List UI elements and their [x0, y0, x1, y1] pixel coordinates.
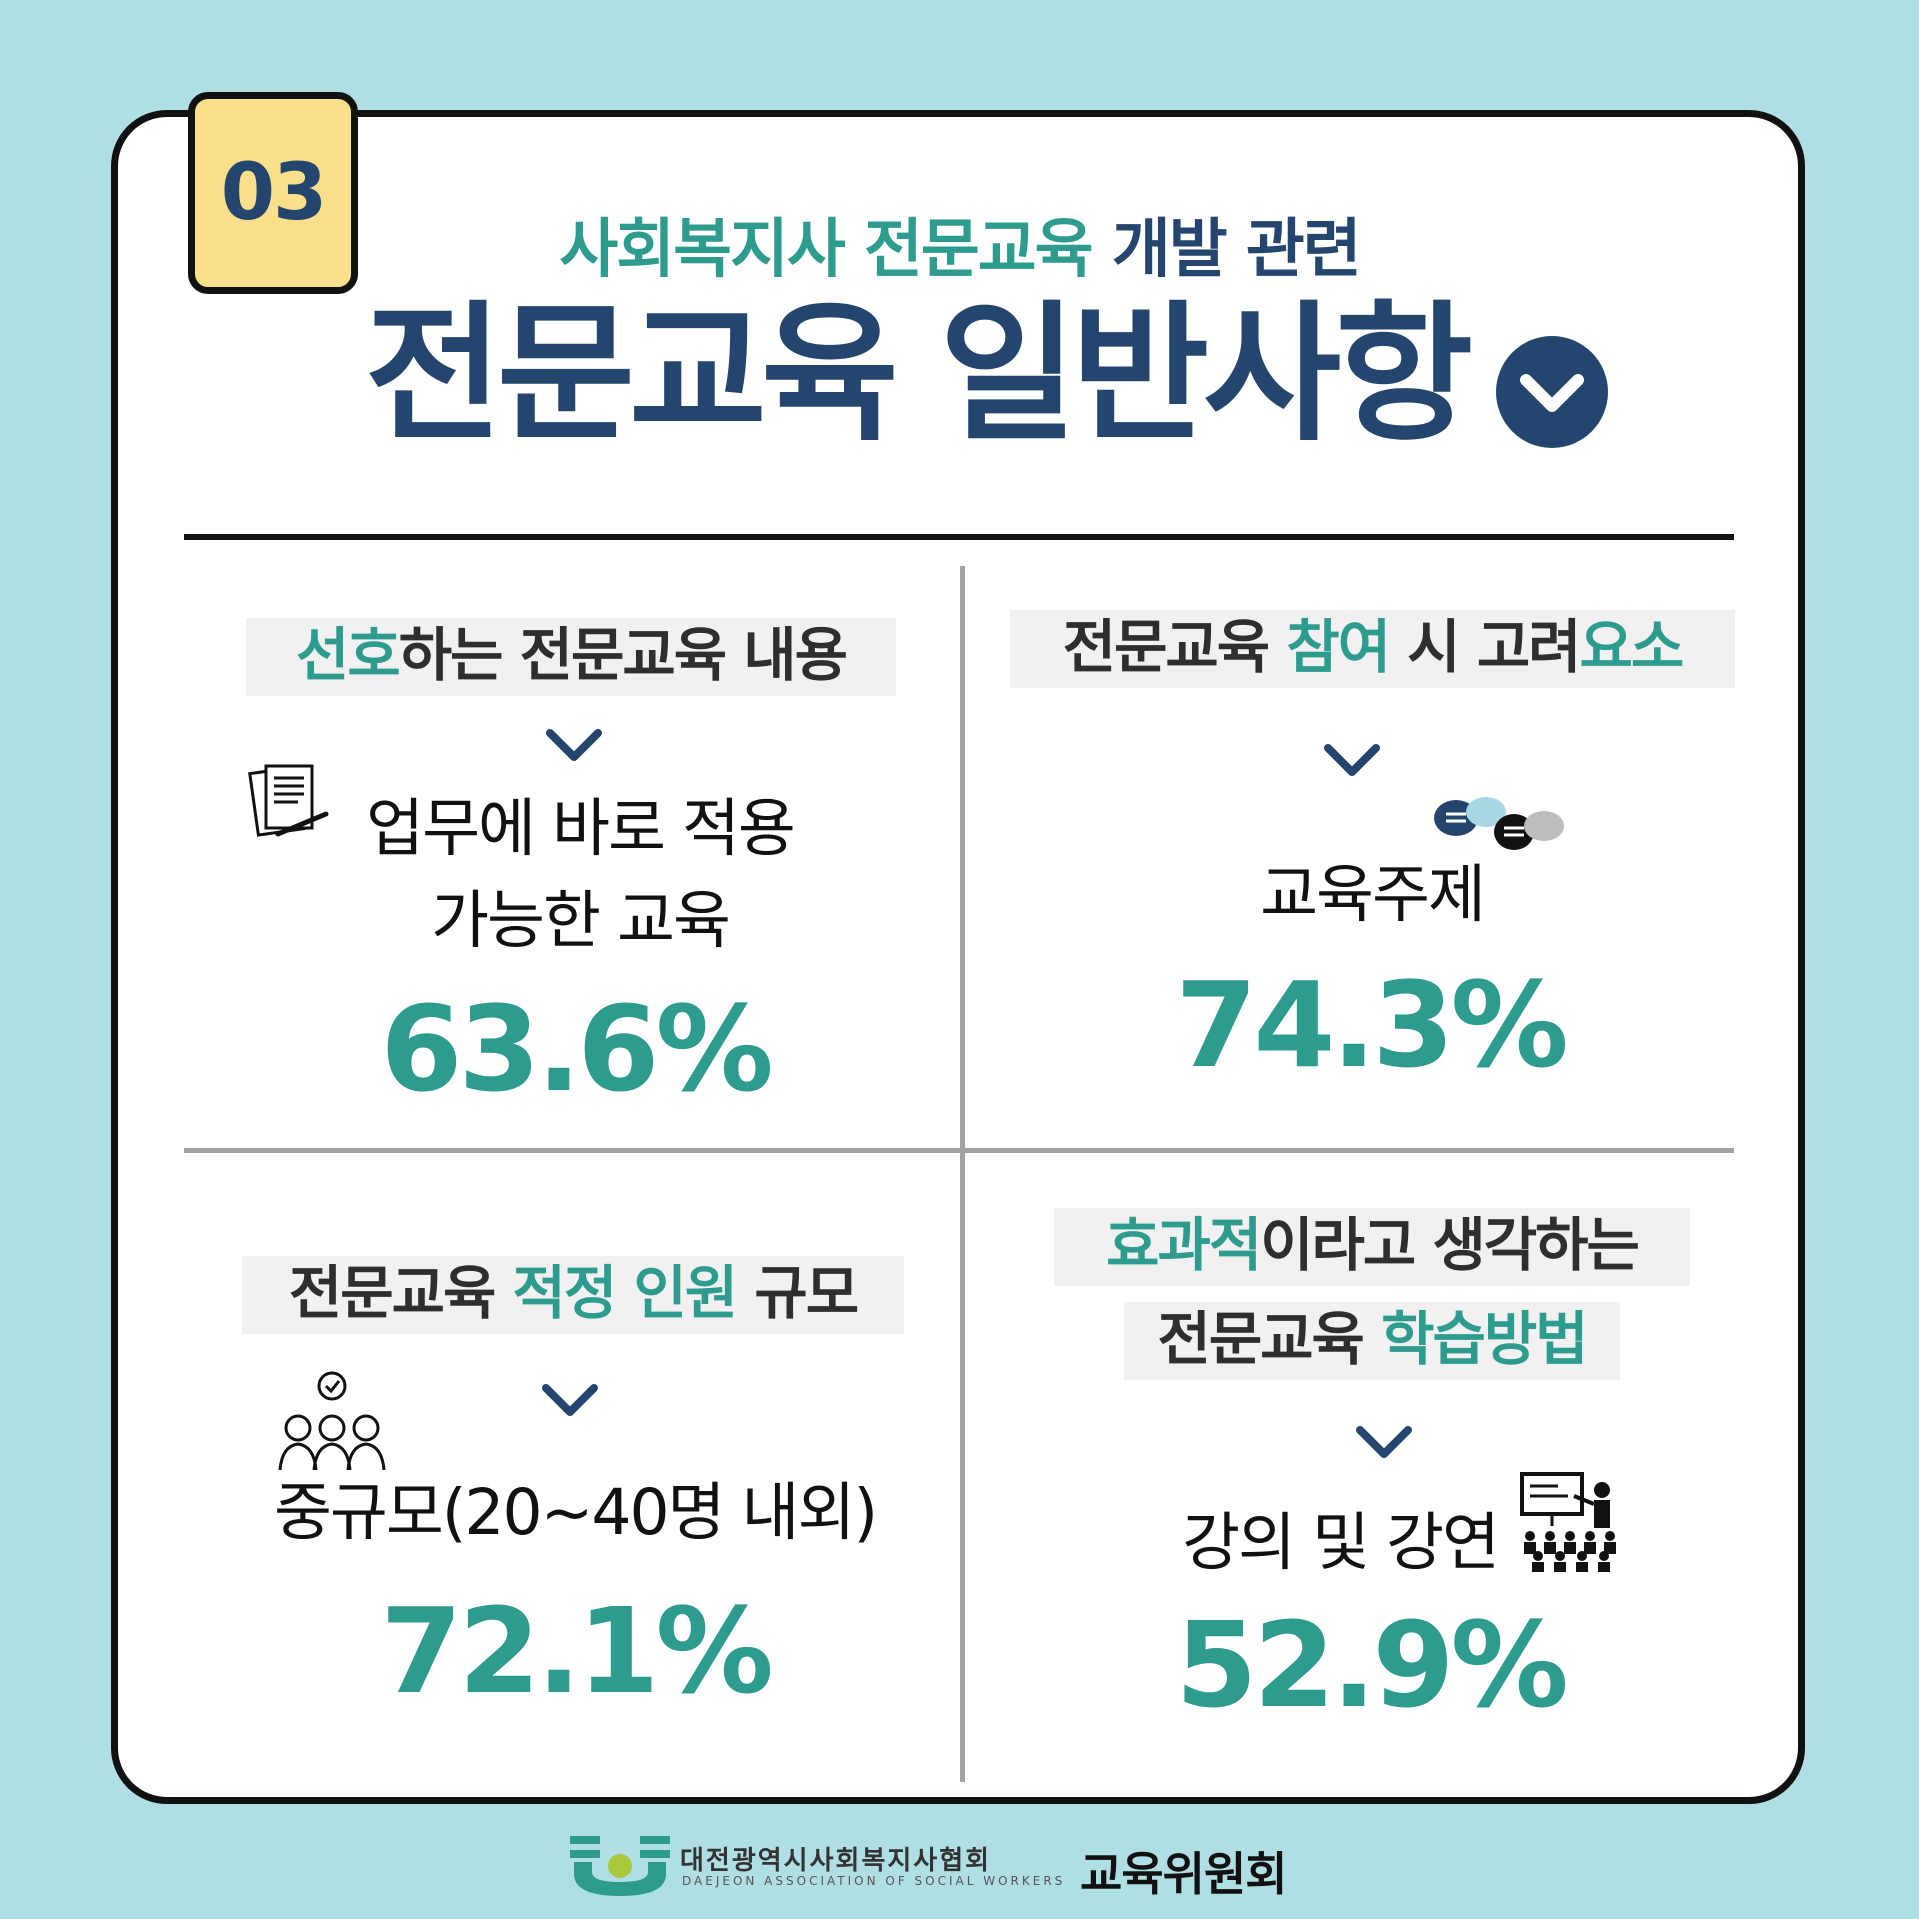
- chevron-down-icon: [1324, 744, 1380, 776]
- q4-heading-highlight1: 효과적: [1106, 1211, 1262, 1279]
- lecture-presentation-icon: [1520, 1472, 1616, 1572]
- q2-heading: 전문교육 참여 시 고려요소: [1010, 610, 1735, 688]
- q3-item-line1: 중규모(20~40명 내외): [273, 1476, 878, 1549]
- q1-item-line2: 가능한 교육: [431, 884, 731, 957]
- q1-item-line1: 업무에 바로 적용: [366, 792, 796, 865]
- subtitle: 사회복지사 전문교육 개발 관련: [0, 198, 1919, 290]
- q3-heading-part1: 전문교육: [288, 1259, 513, 1327]
- q3-heading-part2: 규모: [736, 1259, 859, 1327]
- footer-committee: 교육위원회: [1080, 1847, 1288, 1901]
- chevron-down-circle-icon: [1496, 336, 1608, 448]
- chevron-down-icon: [546, 729, 602, 761]
- q4-heading-line2: 전문교육 학습방법: [1124, 1302, 1620, 1380]
- q2-percent: 74.3%: [1175, 956, 1568, 1094]
- q3-percent: 72.1%: [380, 1582, 773, 1720]
- chevron-down-icon: [542, 1384, 598, 1416]
- chat-bubbles-icon: [1434, 797, 1564, 850]
- q4-heading-line1: 효과적이라고 생각하는: [1054, 1208, 1690, 1286]
- grid-divider-vertical: [960, 566, 965, 1782]
- q4-heading-part2: 전문교육: [1157, 1305, 1382, 1373]
- q2-heading-highlight1: 참여: [1286, 613, 1391, 681]
- title-divider: [184, 534, 1734, 540]
- document-pen-icon: [248, 764, 329, 837]
- q3-heading: 전문교육 적정 인원 규모: [242, 1256, 904, 1334]
- subtitle-part2: 개발 관련: [1111, 213, 1362, 287]
- page-title: 전문교육 일반사항: [365, 288, 1473, 462]
- q2-item-line1: 교육주제: [1260, 858, 1486, 931]
- chevron-down-icon: [1356, 1426, 1412, 1458]
- q2-heading-highlight2: 요소: [1579, 613, 1685, 681]
- subtitle-part1: 사회복지사 전문교육: [559, 213, 1093, 287]
- q4-heading-highlight2: 학습방법: [1381, 1305, 1588, 1373]
- q2-heading-part2: 시 고려: [1389, 613, 1581, 681]
- q1-heading-highlight: 선호: [296, 621, 401, 689]
- q1-percent: 63.6%: [380, 980, 773, 1118]
- association-logo: [570, 1836, 670, 1896]
- q4-heading-part1: 이라고 생각하는: [1260, 1211, 1640, 1279]
- grid-divider-horizontal: [184, 1148, 1734, 1153]
- footer-org-name-en: DAEJEON ASSOCIATION OF SOCIAL WORKERS: [682, 1874, 1066, 1888]
- q4-percent: 52.9%: [1175, 1596, 1568, 1734]
- footer-org-name: 대전광역시사회복지사협회: [680, 1846, 992, 1876]
- q3-heading-highlight: 적정 인원: [512, 1259, 739, 1327]
- section-number-badge: 03: [188, 92, 358, 294]
- q2-heading-part1: 전문교육: [1062, 613, 1287, 681]
- q4-item-line1: 강의 및 강연: [1182, 1506, 1500, 1579]
- q1-heading-rest: 하는 전문교육 내용: [398, 621, 848, 689]
- group-people-icon: [278, 1371, 386, 1471]
- q1-heading: 선호하는 전문교육 내용: [246, 618, 896, 696]
